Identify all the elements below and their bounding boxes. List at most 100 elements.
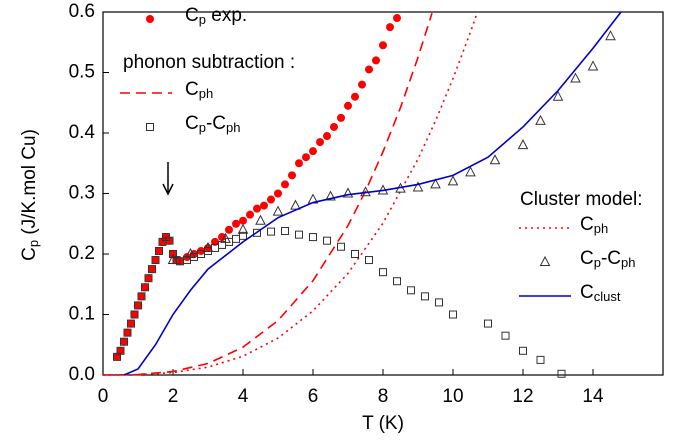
legend-label-part: ph — [594, 221, 608, 236]
x-tick-label: 12 — [512, 386, 533, 407]
legend-label-part: exp. — [206, 5, 247, 26]
point — [323, 236, 331, 245]
legend-marker — [539, 255, 551, 266]
legend-heading: Cluster model: — [520, 189, 643, 210]
point — [116, 346, 125, 355]
point — [421, 292, 429, 301]
point — [232, 219, 240, 228]
point — [372, 56, 380, 65]
point — [130, 310, 139, 319]
point — [447, 175, 459, 186]
point — [570, 72, 581, 83]
y-tick-label: 0.3 — [69, 183, 95, 204]
point — [337, 242, 345, 251]
point — [148, 265, 156, 274]
point — [393, 277, 401, 286]
point — [239, 216, 247, 225]
y-axis-label-part: C — [19, 247, 40, 261]
x-tick-label: 0 — [98, 386, 109, 407]
legend-label-part: C — [185, 5, 199, 26]
point — [155, 246, 163, 255]
point — [587, 60, 599, 71]
point — [302, 153, 310, 162]
arrow-head — [162, 183, 174, 196]
point — [220, 232, 231, 243]
y-tick-label: 0.2 — [69, 243, 95, 264]
point — [605, 30, 616, 41]
point — [116, 346, 125, 355]
point — [552, 90, 564, 101]
point — [379, 41, 387, 50]
legend-label-part: ph — [226, 120, 240, 135]
point — [134, 301, 142, 310]
point — [365, 256, 373, 265]
x-tick-label: 10 — [442, 386, 463, 407]
point — [536, 355, 545, 364]
legend-label-part: p — [199, 120, 206, 135]
point — [267, 227, 275, 236]
point — [517, 139, 529, 150]
point — [113, 352, 121, 361]
point — [120, 337, 128, 346]
legend-label-part: -C — [206, 113, 226, 134]
legend-label-part: C — [185, 113, 199, 134]
point — [489, 154, 501, 165]
point — [323, 132, 331, 141]
point — [351, 92, 359, 101]
point — [123, 328, 132, 337]
point — [325, 190, 336, 201]
point — [344, 101, 352, 110]
point — [281, 180, 289, 189]
point — [412, 181, 424, 192]
point — [351, 250, 359, 258]
point — [309, 233, 317, 242]
legend-label-part: C — [580, 214, 594, 235]
point — [281, 227, 289, 236]
legend-marker — [146, 123, 154, 131]
point — [337, 113, 345, 122]
point — [134, 301, 142, 310]
point — [430, 178, 441, 189]
legend-heading: phonon subtraction : — [123, 52, 295, 73]
y-tick-label: 0.1 — [69, 304, 95, 325]
point — [144, 274, 153, 283]
point — [386, 23, 394, 32]
point — [255, 214, 266, 225]
point — [290, 199, 301, 210]
x-tick-label: 2 — [168, 386, 179, 407]
point — [141, 283, 149, 292]
point — [501, 331, 510, 340]
point — [130, 310, 139, 319]
point — [379, 268, 387, 277]
point — [148, 265, 156, 274]
legend-label-part: ph — [199, 86, 213, 101]
y-tick-label: 0.6 — [69, 1, 95, 22]
curve — [123, 11, 622, 376]
point — [151, 256, 160, 265]
point — [120, 337, 128, 346]
point — [127, 319, 135, 328]
point — [239, 231, 247, 240]
point — [557, 369, 566, 378]
legend-label-part: -C — [601, 248, 621, 269]
y-tick-label: 0.4 — [69, 122, 96, 143]
point — [535, 114, 546, 125]
x-tick-label: 4 — [238, 386, 249, 407]
point — [165, 236, 174, 245]
legend-label: Cp exp. — [185, 5, 247, 27]
point — [202, 241, 214, 252]
legend-label-part: C — [580, 282, 594, 303]
point — [267, 195, 275, 204]
point — [393, 14, 401, 23]
legend-label: Cp-Cph — [580, 248, 636, 270]
legend-label-part: ph — [621, 255, 635, 270]
y-axis-label-part: (J/K.mol Cu) — [19, 129, 40, 240]
point — [342, 187, 354, 198]
point — [123, 328, 132, 337]
point — [358, 80, 366, 89]
point — [449, 310, 457, 319]
y-tick-label: 0.0 — [69, 364, 95, 385]
legend-label: Cph — [185, 79, 213, 101]
x-tick-label: 6 — [308, 386, 319, 407]
